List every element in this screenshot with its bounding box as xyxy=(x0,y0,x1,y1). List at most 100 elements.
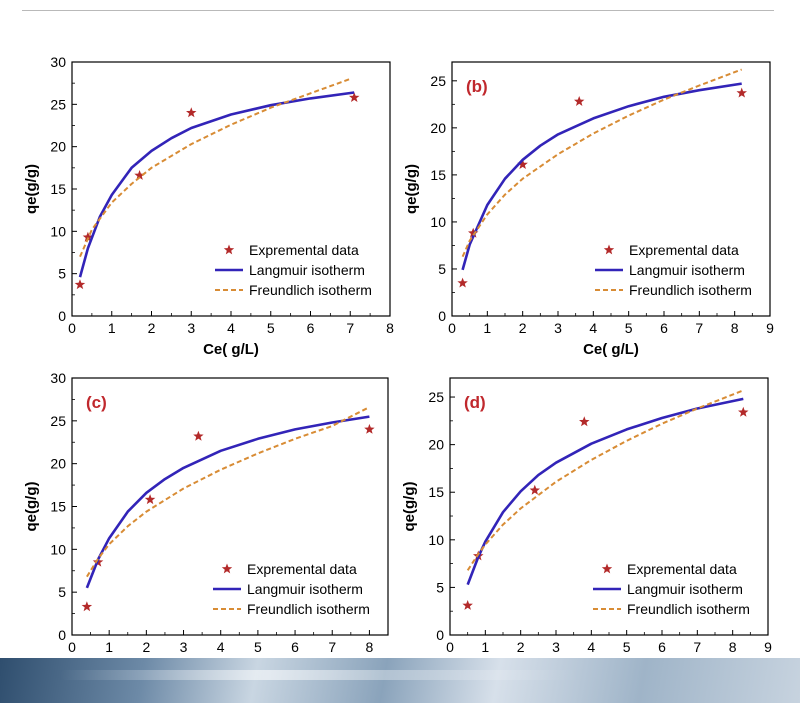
panel-label: (b) xyxy=(466,77,488,96)
data-point-star xyxy=(529,484,540,495)
x-tick-label: 6 xyxy=(660,320,668,336)
y-tick-label: 10 xyxy=(50,541,66,557)
x-tick-label: 6 xyxy=(291,639,299,655)
legend-label: Langmuir isotherm xyxy=(629,262,745,278)
y-tick-label: 20 xyxy=(428,437,444,453)
data-point-star xyxy=(144,494,156,505)
freundlich-curve xyxy=(461,68,743,258)
x-tick-label: 5 xyxy=(623,639,631,655)
chart-panel-1: 0 1 2 3 4 5 6 7 8 0 5 10 15 20 25 30 Ce( g/L) qe(g/g) Expr… xyxy=(23,54,394,358)
x-tick-label: 9 xyxy=(766,320,774,336)
legend-marker-star xyxy=(603,244,615,255)
y-tick-label: 10 xyxy=(50,223,66,239)
x-tick-label: 0 xyxy=(446,639,454,655)
x-tick-label: 2 xyxy=(142,639,150,655)
legend-label: Freundlich isotherm xyxy=(247,601,370,617)
x-tick-label: 1 xyxy=(481,639,489,655)
langmuir-curve xyxy=(85,415,370,589)
y-tick-label: 30 xyxy=(50,370,66,386)
y-tick-label: 10 xyxy=(428,532,444,548)
x-tick-label: 8 xyxy=(386,320,394,336)
x-tick-label: 7 xyxy=(328,639,336,655)
legend-label: Freundlich isotherm xyxy=(249,282,372,298)
x-tick-label: 4 xyxy=(589,320,597,336)
y-tick-label: 5 xyxy=(58,584,66,600)
x-tick-label: 2 xyxy=(519,320,527,336)
x-tick-label: 6 xyxy=(658,639,666,655)
data-point-star xyxy=(193,430,204,441)
freundlich-curve xyxy=(86,406,370,578)
legend-label: Expremental data xyxy=(247,561,357,577)
legend-marker-star xyxy=(221,563,233,574)
decorative-band-highlight xyxy=(60,670,580,680)
langmuir-curve xyxy=(466,397,744,586)
legend-label: Langmuir isotherm xyxy=(249,262,365,278)
langmuir-curve xyxy=(78,91,355,278)
x-axis-label: Ce( g/L) xyxy=(583,341,639,358)
data-point-star xyxy=(82,231,94,242)
y-tick-label: 0 xyxy=(436,627,444,643)
x-tick-label: 4 xyxy=(227,320,235,336)
data-point-star xyxy=(738,406,749,417)
x-tick-label: 1 xyxy=(483,320,491,336)
y-tick-label: 5 xyxy=(436,579,444,595)
data-point-star xyxy=(462,600,473,610)
x-tick-label: 5 xyxy=(625,320,633,336)
chart-panel-3: 0 1 2 3 4 5 6 7 8 0 5 10 15 20 25 30 qe(g/g) (c) Exprement… xyxy=(23,370,389,655)
x-tick-label: 3 xyxy=(552,639,560,655)
x-tick-label: 2 xyxy=(517,639,525,655)
y-tick-label: 30 xyxy=(50,54,66,70)
x-tick-label: 5 xyxy=(267,320,275,336)
data-point-star xyxy=(468,227,479,238)
legend-marker-star xyxy=(601,563,613,574)
x-tick-label: 0 xyxy=(68,320,76,336)
data-point-star xyxy=(457,277,468,288)
x-tick-label: 0 xyxy=(68,639,76,655)
x-tick-label: 9 xyxy=(764,639,772,655)
data-point-star xyxy=(574,96,585,106)
y-tick-label: 20 xyxy=(430,120,446,136)
data-point-star xyxy=(349,92,360,102)
freundlich-curve xyxy=(466,389,744,571)
y-tick-label: 0 xyxy=(58,308,66,324)
data-point-star xyxy=(186,107,197,118)
x-tick-label: 3 xyxy=(554,320,562,336)
data-point-star xyxy=(517,159,528,169)
x-tick-label: 1 xyxy=(105,639,113,655)
legend-label: Langmuir isotherm xyxy=(627,581,743,597)
x-tick-label: 0 xyxy=(448,320,456,336)
x-axis-label: Ce( g/L) xyxy=(203,341,259,358)
data-point-star xyxy=(364,423,375,434)
y-tick-label: 25 xyxy=(428,389,444,405)
x-tick-label: 2 xyxy=(148,320,156,336)
y-tick-label: 20 xyxy=(50,139,66,155)
panel-label: (c) xyxy=(86,393,107,412)
top-divider xyxy=(22,10,774,11)
legend-label: Expremental data xyxy=(249,242,359,258)
y-tick-label: 15 xyxy=(50,181,66,197)
legend-label: Freundlich isotherm xyxy=(627,601,750,617)
x-tick-label: 4 xyxy=(217,639,225,655)
x-tick-label: 8 xyxy=(366,639,374,655)
data-point-star xyxy=(74,279,86,290)
legend-label: Expremental data xyxy=(629,242,739,258)
y-tick-label: 0 xyxy=(438,308,446,324)
x-tick-label: 1 xyxy=(108,320,116,336)
chart-panel-2: 0 1 2 3 4 5 6 7 8 9 0 5 10 15 20 25 Ce( g/L) qe(g/g) (b) Ex… xyxy=(403,61,774,358)
y-tick-label: 25 xyxy=(430,73,446,89)
langmuir-curve xyxy=(461,82,742,271)
legend-label: Freundlich isotherm xyxy=(629,282,752,298)
y-tick-label: 5 xyxy=(58,266,66,282)
x-tick-label: 7 xyxy=(693,639,701,655)
y-axis-label: qe(g/g) xyxy=(401,482,418,532)
x-tick-label: 8 xyxy=(731,320,739,336)
x-tick-label: 5 xyxy=(254,639,262,655)
x-tick-label: 7 xyxy=(695,320,703,336)
y-tick-label: 0 xyxy=(58,627,66,643)
y-tick-label: 20 xyxy=(50,456,66,472)
chart-panel-4: 0 1 2 3 4 5 6 7 8 9 0 5 10 15 20 25 qe(g/g) (d) Exprementa… xyxy=(401,377,772,655)
y-tick-label: 15 xyxy=(430,167,446,183)
data-point-star xyxy=(579,416,590,427)
x-tick-label: 8 xyxy=(729,639,737,655)
y-tick-label: 25 xyxy=(50,96,66,112)
